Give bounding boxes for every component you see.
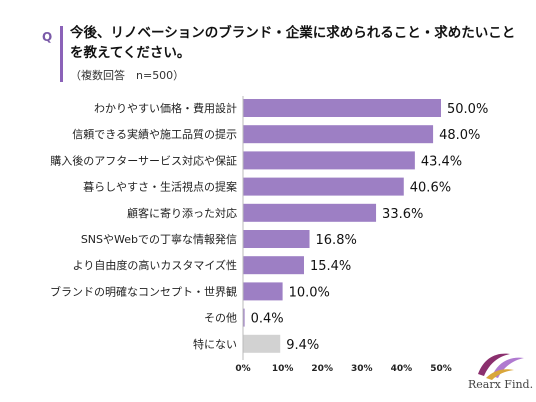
category-label: 顧客に寄り添った対応: [127, 206, 237, 220]
brand-logo-icon: [478, 353, 524, 380]
x-tick-label: 10%: [272, 364, 294, 374]
category-label: その他: [204, 312, 237, 325]
data-label: 10.0%: [289, 285, 330, 300]
bar: [243, 125, 434, 144]
data-label: 0.4%: [251, 312, 284, 327]
category-label: SNSやWebでの丁寧な情報発信: [81, 232, 237, 246]
x-tick-label: 20%: [311, 364, 333, 374]
data-label: 9.4%: [286, 338, 319, 353]
bar: [243, 230, 310, 248]
data-label: 33.6%: [382, 207, 423, 222]
data-label: 50.0%: [447, 102, 488, 117]
data-label: 48.0%: [439, 128, 480, 143]
category-label: ブランドの明確なコンセプト・世界観: [50, 284, 237, 298]
bar: [243, 256, 304, 275]
bar: [243, 334, 281, 353]
bar: [243, 308, 245, 327]
x-tick-label: 0%: [235, 364, 250, 374]
data-label: 15.4%: [310, 259, 351, 274]
brand-logo-text: Rearx Find.: [468, 378, 534, 391]
data-label: 40.6%: [410, 181, 451, 196]
bar: [243, 282, 283, 301]
question-mark: Q: [42, 30, 53, 44]
category-label: 特にない: [193, 337, 237, 351]
x-tick-label: 50%: [430, 364, 452, 374]
x-tick-label: 30%: [351, 364, 373, 374]
category-label: 購入後のアフターサービス対応や保証: [50, 153, 237, 167]
bar: [243, 177, 404, 196]
x-tick-label: 40%: [391, 364, 413, 374]
bar: [243, 203, 377, 222]
bar: [243, 151, 415, 170]
data-label: 16.8%: [316, 233, 357, 248]
category-label: わかりやすい価格・費用設計: [94, 101, 237, 115]
category-label: より自由度の高いカスタマイズ性: [73, 258, 237, 272]
category-label: 信頼できる実績や施工品質の提示: [72, 127, 237, 141]
category-label: 暮らしやすさ・生活視点の提案: [83, 180, 237, 194]
data-label: 43.4%: [421, 154, 462, 169]
title-accent-line: [60, 26, 63, 82]
sample-note: （複数回答 n=500）: [70, 69, 185, 82]
bar: [243, 99, 441, 117]
chart-title: 今後、リノベーションのブランド・企業に求められること・求めたいことを教えてくださ…: [70, 25, 516, 61]
